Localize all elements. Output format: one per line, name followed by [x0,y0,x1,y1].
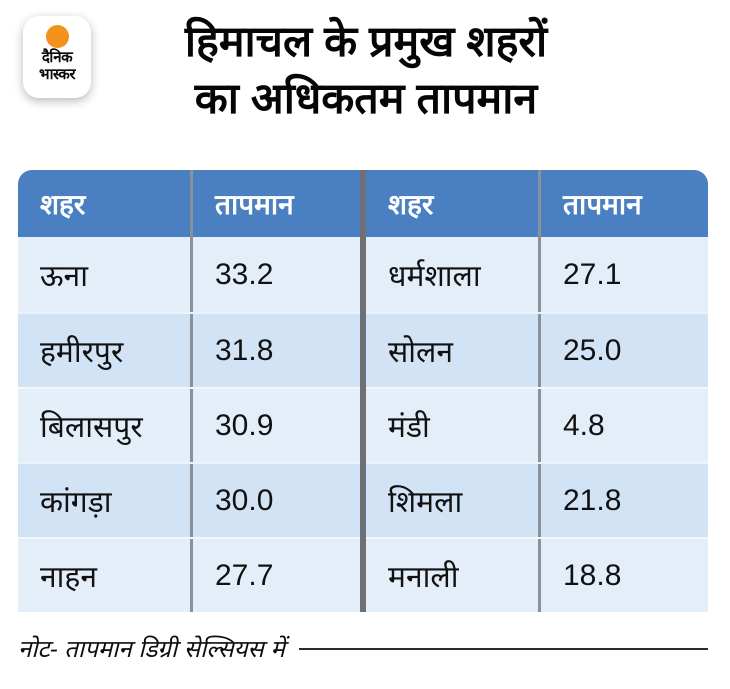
temperature-cell: 4.8 [538,389,708,462]
column-header-temperature: तापमान [190,170,360,237]
table-row: मंडी 4.8 [366,387,708,462]
table-row: बिलासपुर 30.9 [18,387,360,462]
city-cell: बिलासपुर [40,411,143,444]
table-row: मनाली 18.8 [366,537,708,612]
table-row: धर्मशाला 27.1 [366,237,708,312]
logo-text-line2: भास्कर [39,66,75,83]
page-title-line2: का अधिकतम तापमान [194,75,538,123]
temperature-cell: 18.8 [538,539,708,612]
city-cell: मनाली [388,561,459,594]
city-cell: हमीरपुर [40,336,124,369]
table-row: नाहन 27.7 [18,537,360,612]
column-header-temperature: तापमान [538,170,708,237]
column-header-city: शहर [18,170,190,237]
table-left-half: शहर तापमान ऊना 33.2 हमीरपुर 31.8 बिलासपु… [18,170,360,612]
city-cell: धर्मशाला [388,260,481,293]
dainik-bhaskar-logo: दैनिक भास्कर [23,16,91,98]
footnote-text: नोट- तापमान डिग्री सेल्सियस में [18,636,285,663]
table-middle-divider [360,170,366,612]
table-row: शिमला 21.8 [366,462,708,537]
city-cell: शिमला [388,486,463,519]
sun-icon [45,25,69,48]
temperature-cell: 33.2 [190,237,360,312]
city-cell: नाहन [40,561,97,594]
logo-text-line1: दैनिक [41,49,73,66]
page-title: हिमाचल के प्रमुख शहरों का अधिकतम तापमान [110,14,622,128]
city-cell: मंडी [388,411,430,444]
temperature-cell: 31.8 [190,314,360,387]
table-right-half: शहर तापमान धर्मशाला 27.1 सोलन 25.0 मंडी … [366,170,708,612]
column-header-city: शहर [366,170,538,237]
temperature-table: शहर तापमान ऊना 33.2 हमीरपुर 31.8 बिलासपु… [18,170,708,612]
table-header-row: शहर तापमान [366,170,708,237]
table-row: सोलन 25.0 [366,312,708,387]
table-header-row: शहर तापमान [18,170,360,237]
city-cell: कांगड़ा [40,486,112,519]
page-title-line1: हिमाचल के प्रमुख शहरों [184,18,548,66]
temperature-cell: 21.8 [538,464,708,537]
table-row: ऊना 33.2 [18,237,360,312]
temperature-cell: 27.1 [538,237,708,312]
temperature-cell: 27.7 [190,539,360,612]
city-cell: सोलन [388,336,454,369]
temperature-cell: 25.0 [538,314,708,387]
footnote-rule [298,647,708,650]
footnote: नोट- तापमान डिग्री सेल्सियस में [18,632,708,665]
city-cell: ऊना [40,260,88,293]
temperature-cell: 30.9 [190,389,360,462]
table-row: हमीरपुर 31.8 [18,312,360,387]
temperature-cell: 30.0 [190,464,360,537]
table-row: कांगड़ा 30.0 [18,462,360,537]
